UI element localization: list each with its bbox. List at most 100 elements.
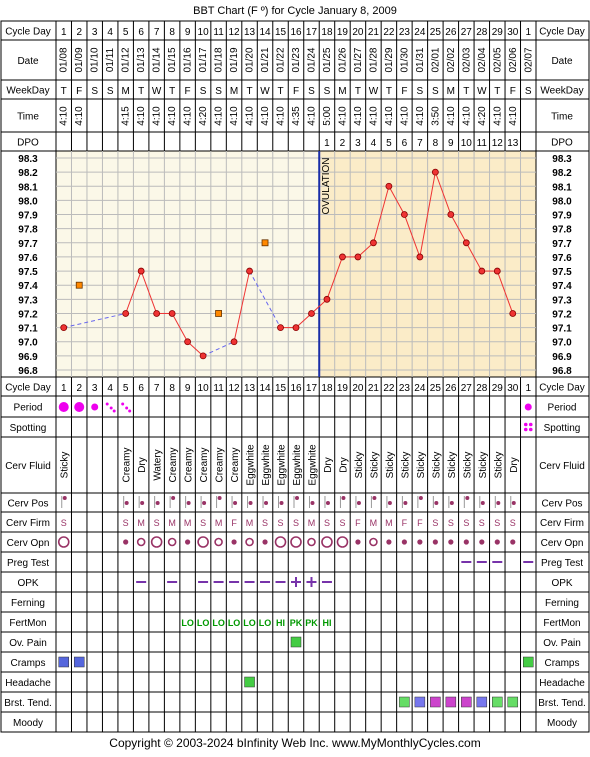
cerv-opn-small-icon <box>231 539 237 545</box>
temp-point <box>168 310 176 317</box>
weekday-cell: S <box>525 86 532 97</box>
discarded-temp-point <box>215 310 222 317</box>
period-medium-icon <box>91 403 99 411</box>
fertmon-cell: PK <box>290 618 303 628</box>
cerv-opn-large-icon <box>150 536 163 548</box>
temp-label-left: 97.6 <box>18 253 38 264</box>
cerv-pos-icon <box>480 501 485 505</box>
date-cell: 01/26 <box>337 47 348 72</box>
row-label-opk: OPK <box>17 578 38 589</box>
temp-label-right: 98.1 <box>552 182 572 193</box>
cycle-day-cell: 8 <box>169 383 175 394</box>
row-label-cerv_firm: Cerv Firm <box>540 518 584 529</box>
cerv-fluid-cell: Sticky <box>478 452 489 479</box>
cerv-firm-cell: S <box>432 518 438 528</box>
temp-line <box>465 242 483 272</box>
cycle-day-cell: 15 <box>275 383 287 394</box>
row-label-dpo: DPO <box>17 138 39 149</box>
cerv-opn-small-icon <box>185 539 191 545</box>
temp-line <box>372 186 390 243</box>
cycle-day-cell: 22 <box>383 383 395 394</box>
row-label-cerv_pos: Cerv Pos <box>7 499 48 510</box>
cycle-day-cell: 30 <box>507 27 519 38</box>
cerv-opn-small-icon <box>355 539 361 545</box>
row-label-time: Time <box>17 112 39 123</box>
temp-label-right: 97.8 <box>552 225 572 236</box>
cerv-fluid-cell: Sticky <box>385 452 396 479</box>
spotting-icon <box>523 427 528 432</box>
date-cell: 02/04 <box>477 47 488 72</box>
cerv-fluid-cell: Dry <box>338 457 349 473</box>
row-label-cerv_opn: Cerv Opn <box>7 538 50 549</box>
temp-label-left: 97.2 <box>18 309 38 320</box>
cycle-day-cell: 5 <box>123 27 129 38</box>
temp-label-left: 97.9 <box>18 211 38 222</box>
row-label-cycle_day: Cycle Day <box>5 27 51 38</box>
cerv-firm-cell: M <box>184 518 192 528</box>
fertmon-cell: LO <box>181 618 194 628</box>
temp-point <box>478 267 486 275</box>
row-label-date: Date <box>17 56 39 67</box>
cycle-day-cell: 22 <box>383 27 395 38</box>
cycle-day-cell: 13 <box>244 383 256 394</box>
date-cell: 02/02 <box>446 47 457 72</box>
weekday-cell: M <box>338 86 346 97</box>
cerv-fluid-cell: Sticky <box>462 452 473 479</box>
cerv-firm-cell: S <box>463 518 469 528</box>
row-label-cerv_fluid: Cerv Fluid <box>539 461 585 472</box>
cycle-day-cell: 16 <box>290 383 302 394</box>
row-label-cerv_firm: Cerv Firm <box>6 518 50 529</box>
breast-tenderness-icon <box>461 696 472 708</box>
fertmon-cell: PK <box>305 618 318 628</box>
breast-tenderness-icon <box>492 696 503 708</box>
temp-label-right: 97.3 <box>552 295 572 306</box>
row-label-weekday: WeekDay <box>6 86 49 97</box>
weekday-cell: W <box>369 86 379 97</box>
temp-label-right: 97.4 <box>552 281 572 292</box>
date-cell: 01/21 <box>260 47 271 72</box>
cerv-fluid-cell: Creamy <box>215 447 226 482</box>
cerv-pos-icon <box>387 501 392 505</box>
temp-label-right: 97.2 <box>552 309 572 320</box>
cycle-day-cell: 14 <box>259 27 271 38</box>
row-label-cramps: Cramps <box>10 658 45 669</box>
period-light-icon <box>109 406 113 410</box>
headache-icon <box>244 676 255 688</box>
period-light-icon <box>112 409 116 413</box>
cerv-pos-icon <box>418 496 423 500</box>
row-label-dpo: DPO <box>551 138 573 149</box>
row-label-moody: Moody <box>547 718 577 729</box>
cerv-pos-icon <box>511 501 516 505</box>
weekday-cell: F <box>401 86 407 97</box>
row-label-weekday: WeekDay <box>540 86 583 97</box>
cycle-day-cell: 13 <box>244 27 256 38</box>
cycle-day-cell: 27 <box>461 27 473 38</box>
weekday-cell: S <box>432 86 439 97</box>
temp-label-left: 98.3 <box>18 154 38 165</box>
temp-label-left: 98.2 <box>18 168 38 179</box>
cerv-opn-small-icon <box>417 539 423 545</box>
date-cell: 01/13 <box>136 47 147 72</box>
cramps-icon <box>73 656 85 668</box>
weekday-cell: T <box>463 86 469 97</box>
row-label-cerv_opn: Cerv Opn <box>541 538 584 549</box>
cycle-day-cell: 2 <box>76 383 82 394</box>
cycle-day-cell: 26 <box>445 27 457 38</box>
period-heavy-icon <box>74 402 85 412</box>
cycle-day-cell: 21 <box>368 27 380 38</box>
cerv-firm-cell: S <box>293 518 299 528</box>
row-label-ferning: Ferning <box>11 598 45 609</box>
temp-point <box>292 324 300 332</box>
cramps-icon <box>523 656 534 668</box>
period-medium-icon <box>524 403 532 411</box>
cycle-day-cell: 25 <box>430 383 442 394</box>
temp-line <box>326 256 343 300</box>
cycle-day-cell: 1 <box>525 383 531 394</box>
row-label-ov_pain: Ov. Pain <box>9 638 47 649</box>
weekday-cell: F <box>510 86 516 97</box>
row-label-period: Period <box>14 403 43 414</box>
cerv-firm-cell: M <box>308 518 316 528</box>
cycle-day-cell: 6 <box>138 383 144 394</box>
temp-label-right: 98.2 <box>552 168 572 179</box>
cerv-opn-medium-icon <box>136 537 146 547</box>
